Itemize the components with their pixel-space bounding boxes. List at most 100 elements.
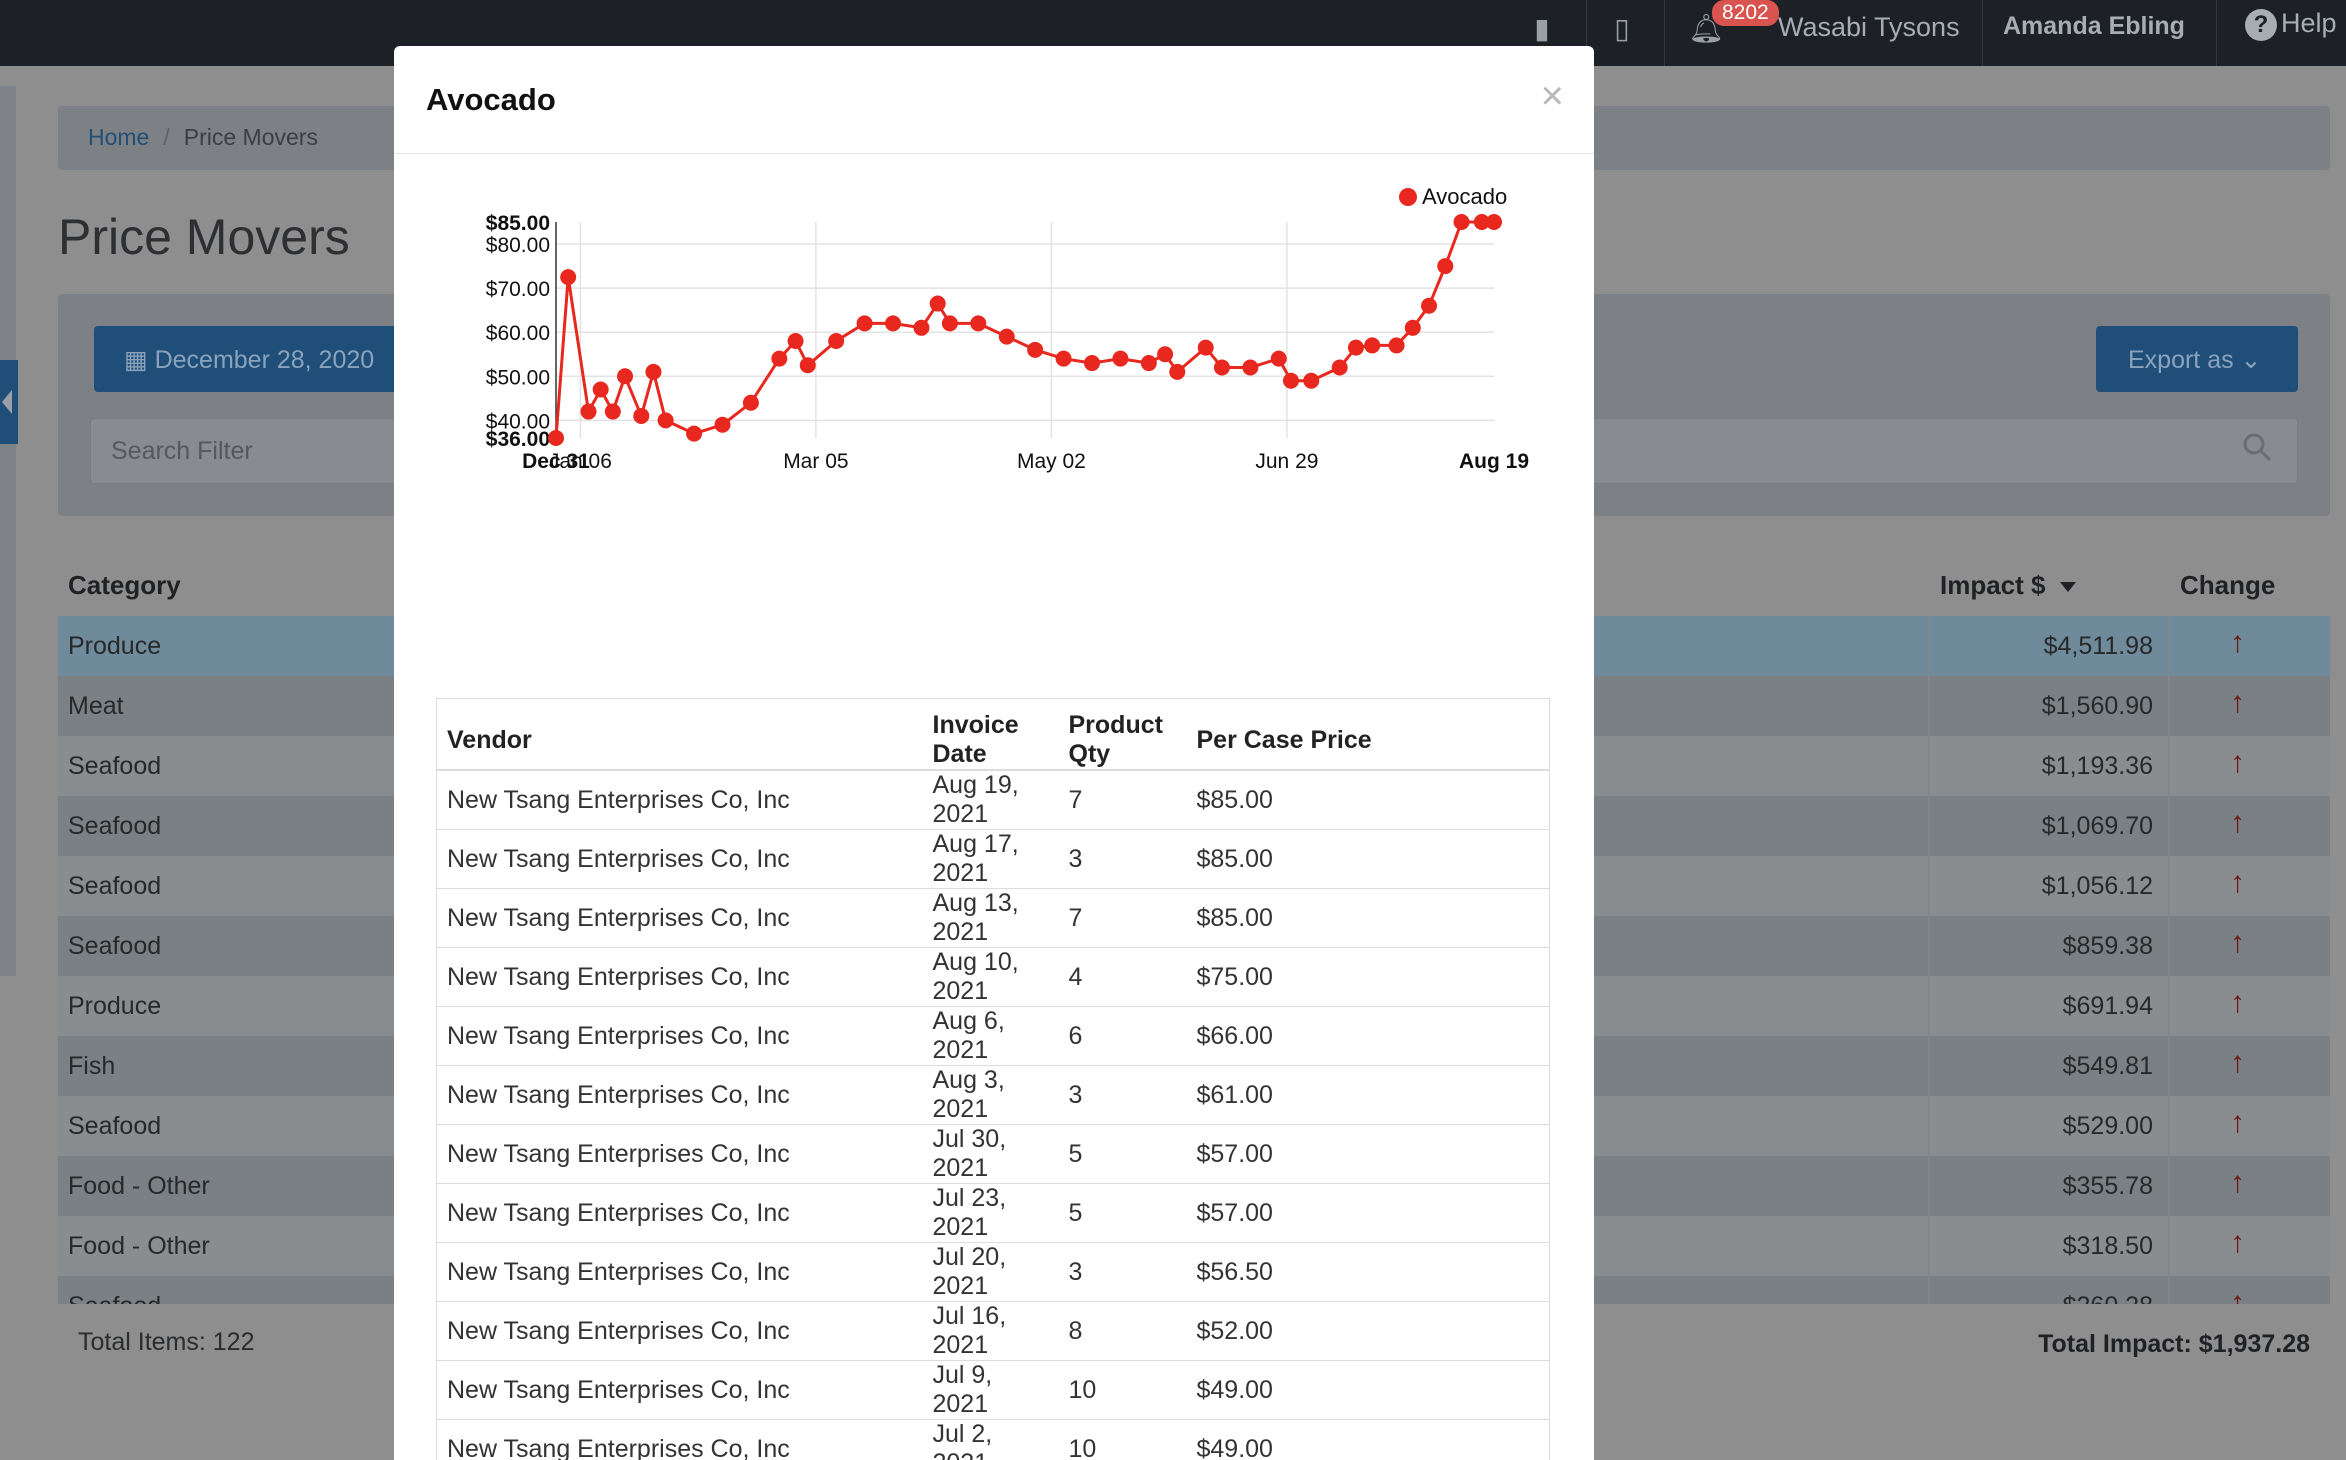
impact-cell: $318.50 bbox=[2062, 1232, 2153, 1260]
column-header-impact[interactable]: Impact $ bbox=[1940, 570, 2076, 601]
modal-header: Avocado × bbox=[394, 46, 1594, 154]
arrow-up-icon: ↑ bbox=[2230, 686, 2245, 719]
date-range-button[interactable]: ▦ December 28, 2020 bbox=[94, 326, 434, 392]
product-qty-cell: 3 bbox=[1058, 1065, 1187, 1125]
arrow-up-icon: ↑ bbox=[2230, 626, 2245, 659]
invoice-date-cell: Jul 9, 2021 bbox=[922, 1360, 1059, 1420]
close-icon[interactable]: × bbox=[1540, 74, 1564, 118]
chevron-down-icon: ⌄ bbox=[2233, 346, 2262, 374]
data-point bbox=[1112, 350, 1129, 367]
legend-label: Avocado bbox=[1422, 184, 1507, 209]
data-point bbox=[828, 333, 845, 350]
x-tick-label: Aug 19 bbox=[1459, 450, 1529, 473]
product-qty-cell: 7 bbox=[1058, 769, 1187, 830]
price-history-modal: Avocado × $36.00 $40.00 $50.00 $60.00 $70.00… bbox=[394, 46, 1594, 1460]
y-tick-label: $50.00 bbox=[486, 366, 550, 389]
user-menu[interactable]: Amanda Ebling bbox=[2003, 12, 2185, 40]
invoice-date-cell: Jul 30, 2021 bbox=[922, 1124, 1059, 1184]
category-cell: Seafood bbox=[68, 1112, 162, 1140]
vendor-cell: New Tsang Enterprises Co, Inc bbox=[436, 1360, 923, 1420]
data-point bbox=[617, 368, 634, 385]
data-point bbox=[1242, 359, 1259, 376]
invoice-date-cell: Jul 16, 2021 bbox=[922, 1301, 1059, 1361]
data-point bbox=[1453, 214, 1470, 230]
data-point bbox=[1055, 350, 1072, 367]
help-link[interactable]: ? Help bbox=[2245, 8, 2337, 41]
page-title: Price Movers bbox=[58, 209, 350, 265]
impact-cell: $691.94 bbox=[2062, 992, 2153, 1020]
data-point bbox=[970, 315, 987, 332]
calendar-icon: ▦ bbox=[124, 346, 155, 374]
data-point bbox=[1027, 341, 1044, 358]
clipboard-icon[interactable]: ▮ bbox=[1534, 13, 1550, 44]
category-cell: Produce bbox=[68, 992, 162, 1020]
store-selector[interactable]: Wasabi Tysons bbox=[1778, 12, 1960, 42]
sidebar-toggle[interactable] bbox=[0, 360, 18, 444]
product-qty-cell: 4 bbox=[1058, 947, 1187, 1007]
data-point bbox=[1404, 319, 1421, 336]
divider bbox=[1586, 0, 1587, 66]
divider bbox=[1664, 0, 1665, 66]
vendor-table-header[interactable]: Vendor bbox=[436, 698, 923, 771]
vendor-cell: New Tsang Enterprises Co, Inc bbox=[436, 1301, 923, 1361]
invoice-date-cell: Aug 19, 2021 bbox=[922, 769, 1059, 830]
data-point bbox=[742, 394, 759, 411]
vendor-table-header[interactable]: Product Qty bbox=[1058, 698, 1187, 771]
arrow-up-icon: ↑ bbox=[2230, 746, 2245, 779]
per-case-price-cell: $61.00 bbox=[1186, 1065, 1550, 1125]
data-point bbox=[771, 350, 788, 367]
product-qty-cell: 3 bbox=[1058, 829, 1187, 889]
arrow-up-icon: ↑ bbox=[2230, 1286, 2245, 1304]
table-row: New Tsang Enterprises Co, Inc Jul 9, 2021… bbox=[436, 1360, 1550, 1420]
date-range-label: December 28, 2020 bbox=[154, 346, 375, 374]
per-case-price-cell: $75.00 bbox=[1186, 947, 1550, 1007]
y-tick-label: $40.00 bbox=[486, 410, 550, 433]
data-point bbox=[560, 269, 577, 286]
impact-header-label: Impact $ bbox=[1940, 570, 2046, 600]
arrow-up-icon: ↑ bbox=[2230, 1106, 2245, 1139]
y-tick-label: $36.00 bbox=[486, 428, 550, 451]
column-header-change[interactable]: Change bbox=[2180, 570, 2276, 600]
breadcrumb-home[interactable]: Home bbox=[88, 124, 150, 150]
column-header-category[interactable]: Category bbox=[68, 570, 181, 600]
vendor-cell: New Tsang Enterprises Co, Inc bbox=[436, 829, 923, 889]
invoice-date-cell: Aug 6, 2021 bbox=[922, 1006, 1059, 1066]
invoice-date-cell: Aug 13, 2021 bbox=[922, 888, 1059, 948]
impact-cell: $355.78 bbox=[2062, 1172, 2153, 1200]
search-icon bbox=[2243, 433, 2272, 462]
data-point bbox=[1421, 297, 1438, 314]
document-icon[interactable]: ▯ bbox=[1614, 13, 1630, 44]
per-case-price-cell: $57.00 bbox=[1186, 1183, 1550, 1243]
vendor-table-header[interactable]: Per Case Price bbox=[1186, 698, 1550, 771]
data-point bbox=[1388, 337, 1405, 354]
arrow-up-icon: ↑ bbox=[2230, 986, 2245, 1019]
total-items: Total Items: 122 bbox=[78, 1328, 255, 1356]
modal-title: Avocado bbox=[426, 82, 556, 117]
impact-cell: $1,560.90 bbox=[2041, 692, 2153, 720]
impact-cell: $859.38 bbox=[2062, 932, 2153, 960]
per-case-price-cell: $85.00 bbox=[1186, 769, 1550, 830]
vendor-table-header[interactable]: Invoice Date bbox=[922, 698, 1059, 771]
impact-cell: $1,069.70 bbox=[2041, 812, 2153, 840]
category-cell: Seafood bbox=[68, 1292, 161, 1304]
arrow-up-icon: ↑ bbox=[2230, 926, 2245, 959]
price-history-chart: $36.00$40.00 $50.00 $60.00 $70.00 $80.00$85.… bbox=[486, 184, 1529, 473]
data-point bbox=[799, 357, 816, 374]
product-qty-cell: 10 bbox=[1058, 1360, 1187, 1420]
category-cell: Seafood bbox=[68, 932, 162, 960]
category-cell: Seafood bbox=[68, 752, 162, 780]
export-button[interactable]: Export as ⌄ bbox=[2096, 326, 2298, 392]
x-tick-label: Dec 31 bbox=[522, 450, 590, 473]
invoice-date-cell: Jul 2, 2021 bbox=[922, 1419, 1059, 1460]
per-case-price-cell: $52.00 bbox=[1186, 1301, 1550, 1361]
column-divider bbox=[2168, 616, 2170, 1304]
vendor-cell: New Tsang Enterprises Co, Inc bbox=[436, 1006, 923, 1066]
data-point bbox=[1331, 359, 1348, 376]
arrow-up-icon: ↑ bbox=[2230, 1046, 2245, 1079]
data-point bbox=[1437, 258, 1454, 275]
product-qty-cell: 5 bbox=[1058, 1124, 1187, 1184]
per-case-price-cell: $49.00 bbox=[1186, 1360, 1550, 1420]
column-divider bbox=[1928, 616, 1930, 1304]
table-row: New Tsang Enterprises Co, Inc Aug 6, 2021… bbox=[436, 1006, 1550, 1066]
data-point bbox=[1270, 350, 1287, 367]
